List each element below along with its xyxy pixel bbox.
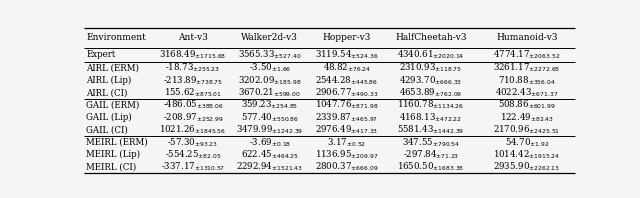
Text: Walker2d-v3: Walker2d-v3 [241, 33, 298, 43]
Text: 3565.33$_{\pm 527.40}$: 3565.33$_{\pm 527.40}$ [238, 49, 301, 61]
Text: 2170.96$_{\pm 2425.51}$: 2170.96$_{\pm 2425.51}$ [493, 124, 561, 136]
Text: -208.97$_{\pm 252.99}$: -208.97$_{\pm 252.99}$ [163, 111, 223, 124]
Text: 622.45$_{\pm 464.25}$: 622.45$_{\pm 464.25}$ [241, 148, 299, 161]
Text: 4168.13$_{\pm 472.22}$: 4168.13$_{\pm 472.22}$ [399, 111, 463, 124]
Text: 2906.77$_{\pm 490.33}$: 2906.77$_{\pm 490.33}$ [315, 87, 378, 99]
Text: -486.05$_{\pm 388.06}$: -486.05$_{\pm 388.06}$ [163, 99, 223, 111]
Text: 3202.09$_{\pm 185.98}$: 3202.09$_{\pm 185.98}$ [238, 74, 301, 87]
Text: 2310.93$_{\pm 118.75}$: 2310.93$_{\pm 118.75}$ [399, 62, 462, 74]
Text: 3479.99$_{\pm 1242.39}$: 3479.99$_{\pm 1242.39}$ [236, 124, 303, 136]
Text: Hopper-v3: Hopper-v3 [323, 33, 371, 43]
Text: Environment: Environment [86, 33, 147, 43]
Text: 3168.49$_{\pm 1715.68}$: 3168.49$_{\pm 1715.68}$ [159, 49, 227, 61]
Text: -3.50$_{\pm 1.66}$: -3.50$_{\pm 1.66}$ [249, 62, 291, 74]
Text: -3.69$_{\pm 0.18}$: -3.69$_{\pm 0.18}$ [249, 136, 291, 148]
Text: 508.86$_{\pm 601.99}$: 508.86$_{\pm 601.99}$ [498, 99, 556, 111]
Text: GAIL (CI): GAIL (CI) [86, 125, 129, 134]
Text: 710.88$_{\pm 356.04}$: 710.88$_{\pm 356.04}$ [498, 74, 556, 87]
Text: 3261.17$_{\pm 2272.68}$: 3261.17$_{\pm 2272.68}$ [493, 62, 561, 74]
Text: 2800.37$_{\pm 666.09}$: 2800.37$_{\pm 666.09}$ [315, 161, 378, 173]
Text: MEIRL (CI): MEIRL (CI) [86, 163, 137, 171]
Text: 1160.78$_{\pm 1134.26}$: 1160.78$_{\pm 1134.26}$ [397, 99, 465, 111]
Text: 2292.94$_{\pm 1521.43}$: 2292.94$_{\pm 1521.43}$ [236, 161, 303, 173]
Text: 4653.89$_{\pm 762.09}$: 4653.89$_{\pm 762.09}$ [399, 87, 463, 99]
Text: GAIL (Lip): GAIL (Lip) [86, 113, 132, 122]
Text: 3.17$_{\pm 0.52}$: 3.17$_{\pm 0.52}$ [327, 136, 366, 148]
Text: 1136.95$_{\pm 209.97}$: 1136.95$_{\pm 209.97}$ [315, 148, 378, 161]
Text: -337.17$_{\pm 1310.57}$: -337.17$_{\pm 1310.57}$ [161, 161, 225, 173]
Text: 122.49$_{\pm 82.43}$: 122.49$_{\pm 82.43}$ [500, 111, 554, 124]
Text: 347.55$_{\pm 790.54}$: 347.55$_{\pm 790.54}$ [402, 136, 460, 148]
Text: GAIL (ERM): GAIL (ERM) [86, 101, 140, 110]
Text: -554.25$_{\pm 82.05}$: -554.25$_{\pm 82.05}$ [164, 148, 221, 161]
Text: 2935.90$_{\pm 2262.13}$: 2935.90$_{\pm 2262.13}$ [493, 161, 561, 173]
Text: Humanoid-v3: Humanoid-v3 [496, 33, 557, 43]
Text: 1650.50$_{\pm 1683.38}$: 1650.50$_{\pm 1683.38}$ [397, 161, 465, 173]
Text: AIRL (Lip): AIRL (Lip) [86, 76, 132, 85]
Text: AIRL (ERM): AIRL (ERM) [86, 64, 140, 72]
Text: 3670.21$_{\pm 599.00}$: 3670.21$_{\pm 599.00}$ [238, 87, 301, 99]
Text: MEIRL (Lip): MEIRL (Lip) [86, 150, 141, 159]
Text: -18.73$_{\pm 255.23}$: -18.73$_{\pm 255.23}$ [166, 62, 220, 74]
Text: -297.84$_{\pm 71.23}$: -297.84$_{\pm 71.23}$ [403, 148, 459, 161]
Text: 5581.43$_{\pm 1442.39}$: 5581.43$_{\pm 1442.39}$ [397, 124, 465, 136]
Text: Ant-v3: Ant-v3 [178, 33, 208, 43]
Text: AIRL (CI): AIRL (CI) [86, 88, 128, 97]
Text: 4340.61$_{\pm 2020.14}$: 4340.61$_{\pm 2020.14}$ [397, 49, 465, 61]
Text: -57.30$_{\pm 93.23}$: -57.30$_{\pm 93.23}$ [168, 136, 218, 148]
Text: 2339.87$_{\pm 465.97}$: 2339.87$_{\pm 465.97}$ [315, 111, 378, 124]
Text: 4774.17$_{\pm 2063.52}$: 4774.17$_{\pm 2063.52}$ [493, 49, 561, 61]
Text: Expert: Expert [86, 50, 116, 59]
Text: 359.23$_{\pm 254.85}$: 359.23$_{\pm 254.85}$ [241, 99, 298, 111]
Text: 48.82$_{\pm 76.24}$: 48.82$_{\pm 76.24}$ [323, 62, 371, 74]
Text: 1021.26$_{\pm 1845.56}$: 1021.26$_{\pm 1845.56}$ [159, 124, 227, 136]
Text: 3119.54$_{\pm 524.36}$: 3119.54$_{\pm 524.36}$ [315, 49, 378, 61]
Text: MEIRL (ERM): MEIRL (ERM) [86, 138, 148, 147]
Text: HalfCheetah-v3: HalfCheetah-v3 [395, 33, 467, 43]
Text: 4022.43$_{\pm 671.37}$: 4022.43$_{\pm 671.37}$ [495, 87, 559, 99]
Text: 1047.76$_{\pm 871.98}$: 1047.76$_{\pm 871.98}$ [315, 99, 378, 111]
Text: 577.40$_{\pm 550.86}$: 577.40$_{\pm 550.86}$ [241, 111, 299, 124]
Text: 4293.70$_{\pm 666.33}$: 4293.70$_{\pm 666.33}$ [399, 74, 463, 87]
Text: 155.62$_{\pm 875.01}$: 155.62$_{\pm 875.01}$ [164, 87, 222, 99]
Text: 2976.49$_{\pm 417.33}$: 2976.49$_{\pm 417.33}$ [315, 124, 378, 136]
Text: 2544.28$_{\pm 445.86}$: 2544.28$_{\pm 445.86}$ [315, 74, 378, 87]
Text: 1014.42$_{\pm 1915.24}$: 1014.42$_{\pm 1915.24}$ [493, 148, 561, 161]
Text: -213.89$_{\pm 738.75}$: -213.89$_{\pm 738.75}$ [163, 74, 223, 87]
Text: 54.70$_{\pm 1.92}$: 54.70$_{\pm 1.92}$ [504, 136, 549, 148]
